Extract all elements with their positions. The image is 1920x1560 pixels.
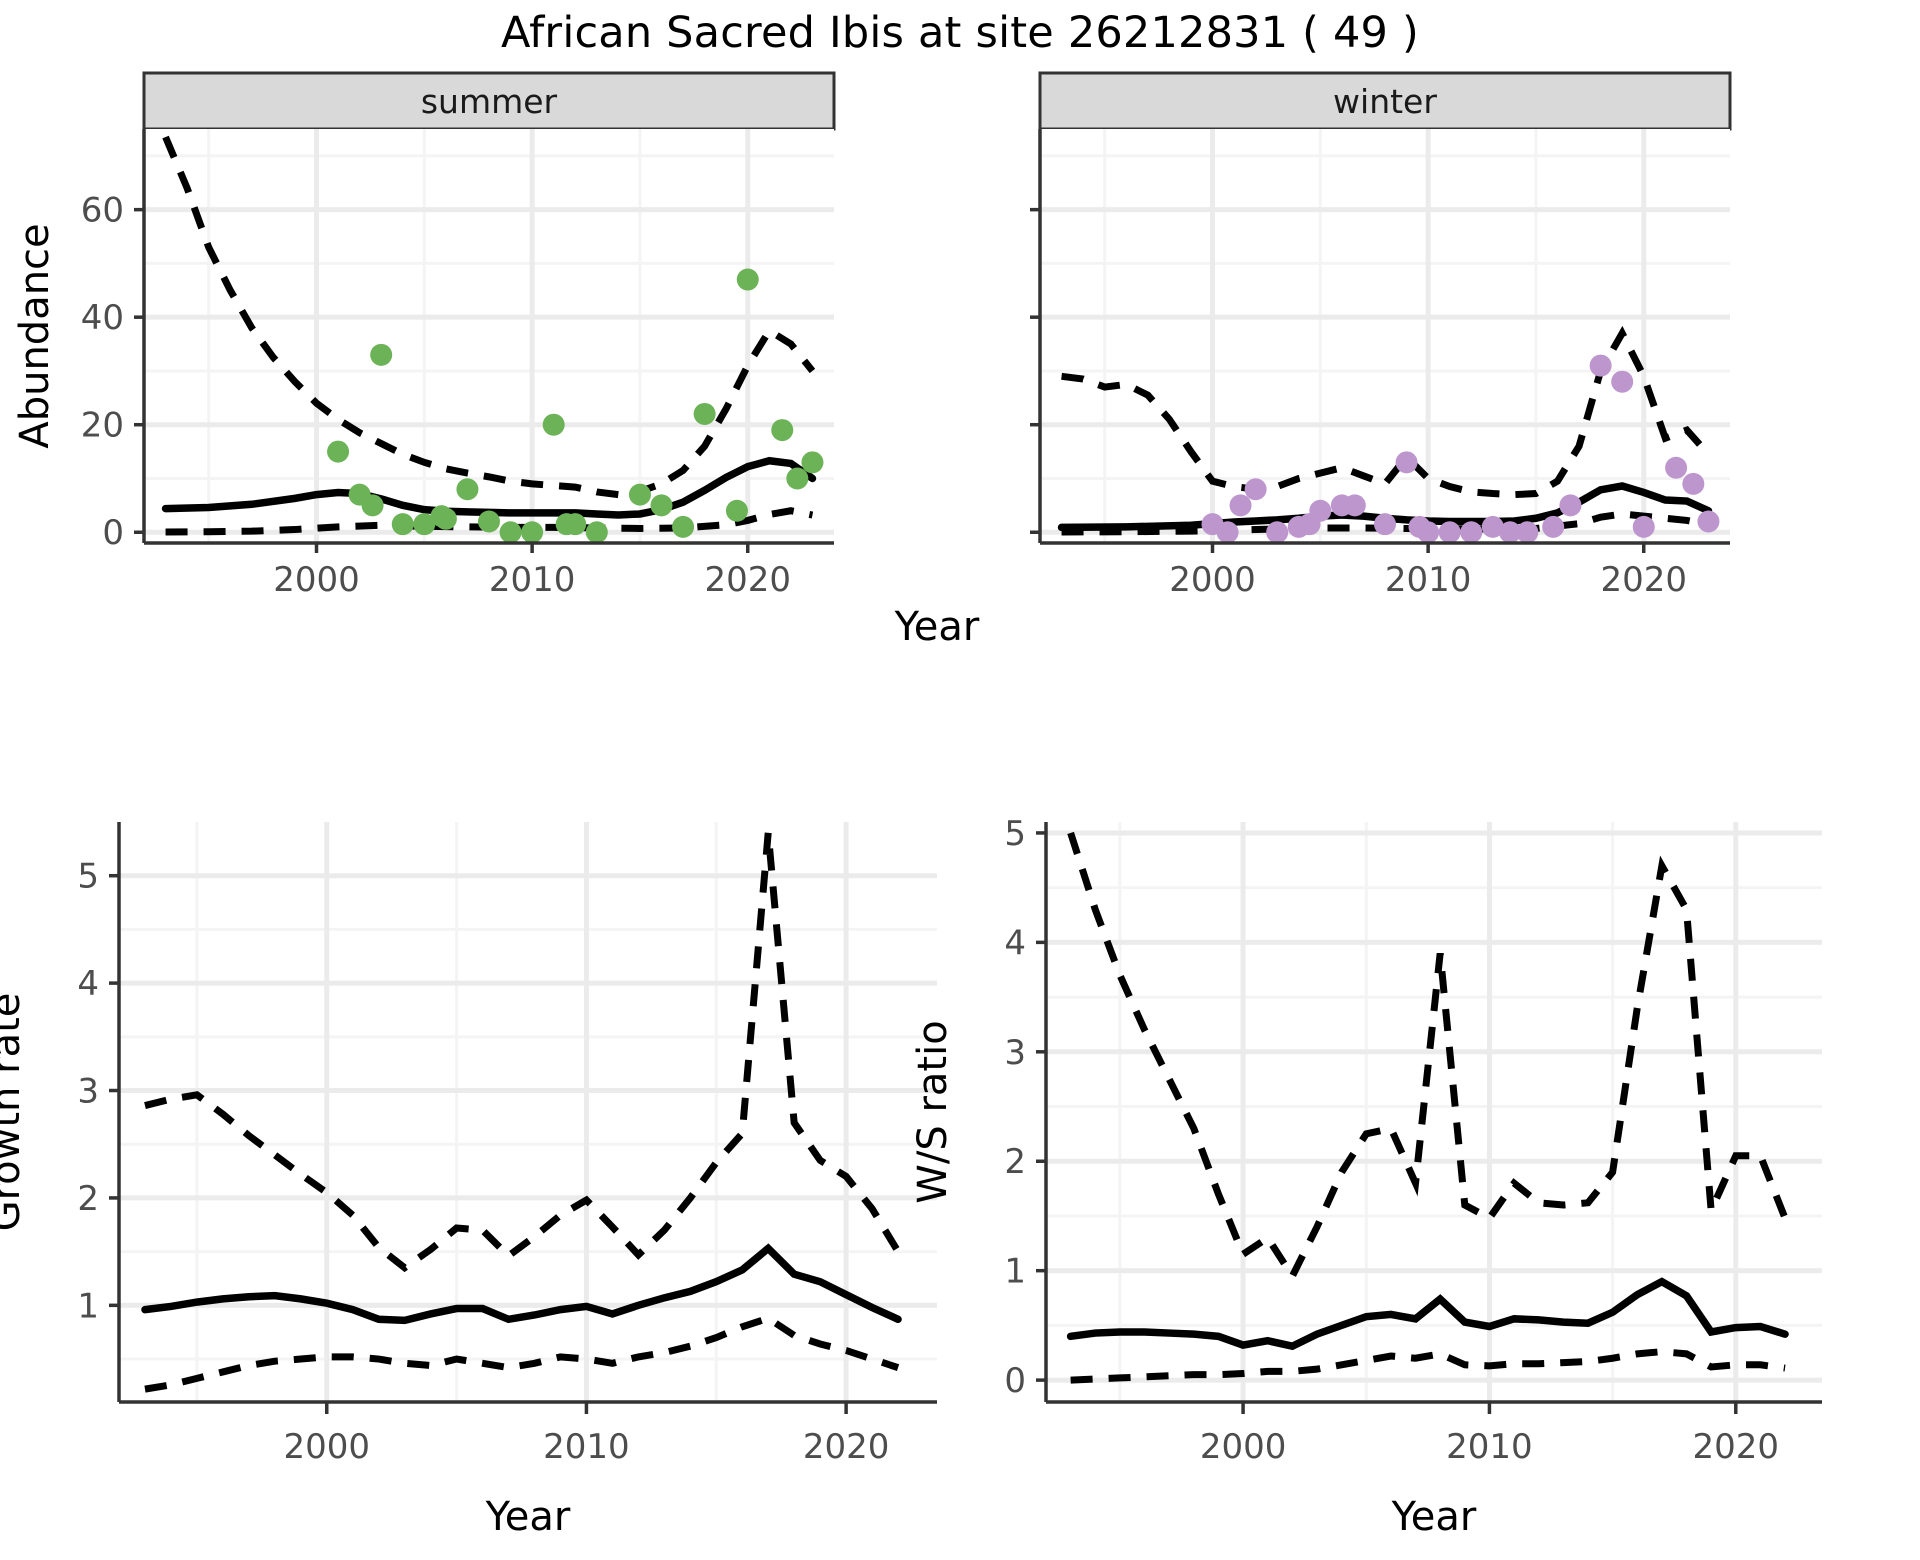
x-tick-label: 2010: [1385, 560, 1472, 600]
y-tick-label: 4: [77, 964, 99, 1004]
data-point: [1481, 515, 1504, 538]
data-point: [1309, 499, 1332, 522]
data-point: [1559, 494, 1582, 517]
panel-top-right: winter 2000 2010 2020: [1030, 71, 1732, 600]
data-point: [1665, 456, 1688, 479]
data-point: [478, 510, 500, 533]
y-tick-label: 3: [1004, 1033, 1026, 1073]
y-tick-label: 4: [1004, 923, 1026, 963]
y-tick-label: 0: [1004, 1361, 1026, 1401]
data-point: [1632, 515, 1655, 538]
data-point: [1682, 472, 1705, 495]
panel-bottom-right: 0 1 2 3 4 5 2000 2010 2020 Year W/S ratio: [910, 814, 1822, 1540]
data-point: [542, 413, 565, 436]
y-axis-title-abundance: Abundance: [12, 223, 58, 448]
y-tick-label: 2: [1004, 1142, 1026, 1182]
data-point: [1460, 521, 1483, 544]
data-point: [1216, 521, 1239, 544]
data-point: [413, 513, 436, 536]
data-point: [564, 513, 587, 536]
data-point: [391, 513, 414, 536]
data-point: [521, 521, 544, 544]
data-point: [736, 268, 759, 291]
panel-bottom-left: 1 2 3 4 5 2000 2010 2020 Year Growth rate: [0, 822, 937, 1540]
panel-background: [1040, 129, 1730, 543]
data-point: [327, 440, 350, 463]
data-point: [1542, 515, 1565, 538]
data-point: [1266, 521, 1289, 544]
x-axis-title-top: Year: [894, 604, 980, 650]
x-tick-label: 2010: [543, 1427, 630, 1467]
x-tick-label: 2020: [704, 560, 791, 600]
series-upper-ci: [144, 832, 902, 1273]
facet-strip-label: summer: [421, 82, 558, 121]
y-tick-label: 3: [77, 1072, 99, 1112]
y-tick-label: 1: [77, 1286, 99, 1326]
y-axis-title-growth-rate: Growth rate: [0, 993, 29, 1232]
data-point: [1611, 370, 1634, 393]
y-tick-label: 5: [77, 857, 99, 897]
y-tick-label: 20: [81, 406, 124, 446]
facet-strip: [142, 71, 836, 131]
data-point: [725, 499, 748, 522]
data-point: [1244, 478, 1267, 501]
data-point: [1417, 521, 1440, 544]
x-tick-label: 2010: [489, 560, 576, 600]
data-point: [801, 451, 824, 474]
data-point: [499, 521, 522, 544]
series-lower-ci: [1070, 1348, 1786, 1384]
x-tick-label: 2010: [1446, 1427, 1533, 1467]
data-point: [672, 515, 695, 538]
series-upper-ci: [1067, 831, 1789, 1284]
series-fit: [161, 456, 817, 519]
series-lower-ci: [165, 507, 814, 536]
data-point: [456, 478, 479, 501]
x-tick-label: 2000: [273, 560, 360, 600]
y-tick-label: 60: [81, 191, 124, 231]
panel-top-left: summer 0 20 40 60 2000 2010 2020: [81, 71, 836, 600]
series-fit: [1066, 1277, 1789, 1351]
x-axis-title-bottom: Year: [1391, 1494, 1477, 1540]
x-tick-label: 2000: [283, 1427, 370, 1467]
data-point: [1374, 513, 1396, 536]
data-point: [1516, 521, 1539, 544]
y-tick-label: 5: [1004, 814, 1026, 854]
data-point: [1589, 354, 1612, 377]
facet-strip-label: winter: [1333, 82, 1437, 121]
data-point: [786, 467, 809, 490]
x-tick-label: 2000: [1169, 560, 1256, 600]
y-tick-label: 0: [102, 513, 124, 553]
x-tick-label: 2000: [1200, 1427, 1287, 1467]
data-point: [628, 483, 651, 506]
figure-title: African Sacred Ibis at site 26212831 ( 4…: [501, 8, 1419, 58]
data-point: [370, 343, 393, 366]
data-point: [1395, 451, 1418, 474]
x-tick-label: 2020: [1600, 560, 1687, 600]
data-point: [1697, 510, 1720, 533]
panel-background: [144, 129, 834, 543]
data-point: [1438, 521, 1461, 544]
data-point: [434, 507, 457, 530]
series-lower-ci: [144, 1314, 900, 1393]
data-point: [361, 494, 384, 517]
y-axis-title-ws-ratio: W/S ratio: [910, 1020, 956, 1203]
series-upper-ci: [162, 135, 816, 499]
x-tick-label: 2020: [1693, 1427, 1780, 1467]
data-point: [693, 402, 716, 425]
x-axis-title-bottom: Year: [485, 1494, 571, 1540]
y-tick-label: 40: [81, 298, 124, 338]
data-point: [650, 494, 673, 517]
data-point: [1229, 494, 1252, 517]
data-point: [771, 419, 794, 442]
data-point: [1499, 521, 1522, 544]
series-fit: [141, 1243, 902, 1325]
data-point: [585, 521, 608, 544]
data-point: [1343, 494, 1366, 517]
y-tick-label: 2: [77, 1179, 99, 1219]
y-tick-label: 1: [1004, 1252, 1026, 1292]
x-tick-label: 2020: [803, 1427, 890, 1467]
